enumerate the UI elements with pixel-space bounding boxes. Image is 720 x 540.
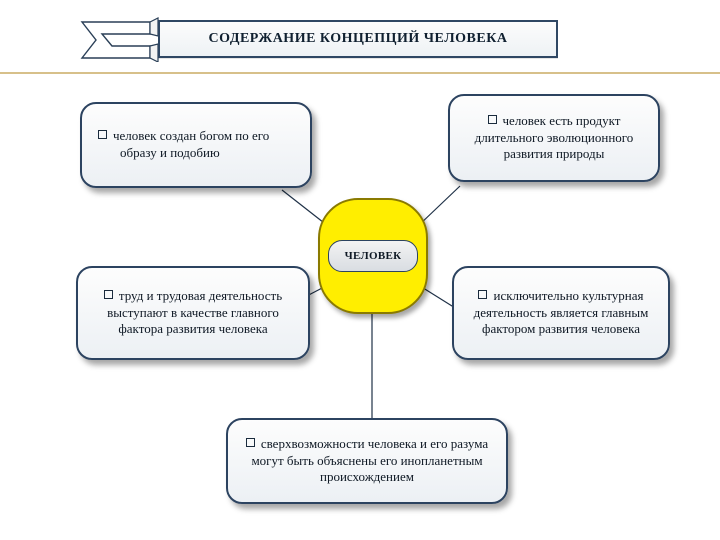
concept-card-extraterrestrial: сверхвозможности человека и его разума м… (226, 418, 508, 504)
concept-card-creation: человек создан богом по его образу и под… (80, 102, 312, 188)
divider (0, 72, 720, 74)
card-text: человек создан богом по его образу и под… (113, 128, 269, 160)
hub: ЧЕЛОВЕК (318, 198, 428, 314)
banner-ribbon (80, 16, 160, 62)
page-title-text: СОДЕРЖАНИЕ КОНЦЕПЦИЙ ЧЕЛОВЕКА (209, 31, 508, 47)
page-title: СОДЕРЖАНИЕ КОНЦЕПЦИЙ ЧЕЛОВЕКА (158, 20, 558, 58)
concept-card-culture: исключительно культурная деятельность яв… (452, 266, 670, 360)
card-text: человек есть продукт длительного эволюци… (475, 113, 634, 162)
hub-label: ЧЕЛОВЕК (328, 240, 418, 272)
bullet-icon (246, 438, 255, 447)
concept-card-labor: труд и трудовая деятельность выступают в… (76, 266, 310, 360)
card-text: исключительно культурная деятельность яв… (474, 288, 649, 337)
concept-card-evolution: человек есть продукт длительного эволюци… (448, 94, 660, 182)
hub-label-text: ЧЕЛОВЕК (345, 250, 402, 262)
bullet-icon (104, 290, 113, 299)
card-text: сверхвозможности человека и его разума м… (251, 436, 488, 485)
bullet-icon (478, 290, 487, 299)
card-text: труд и трудовая деятельность выступают в… (107, 288, 282, 337)
bullet-icon (488, 115, 497, 124)
bullet-icon (98, 130, 107, 139)
